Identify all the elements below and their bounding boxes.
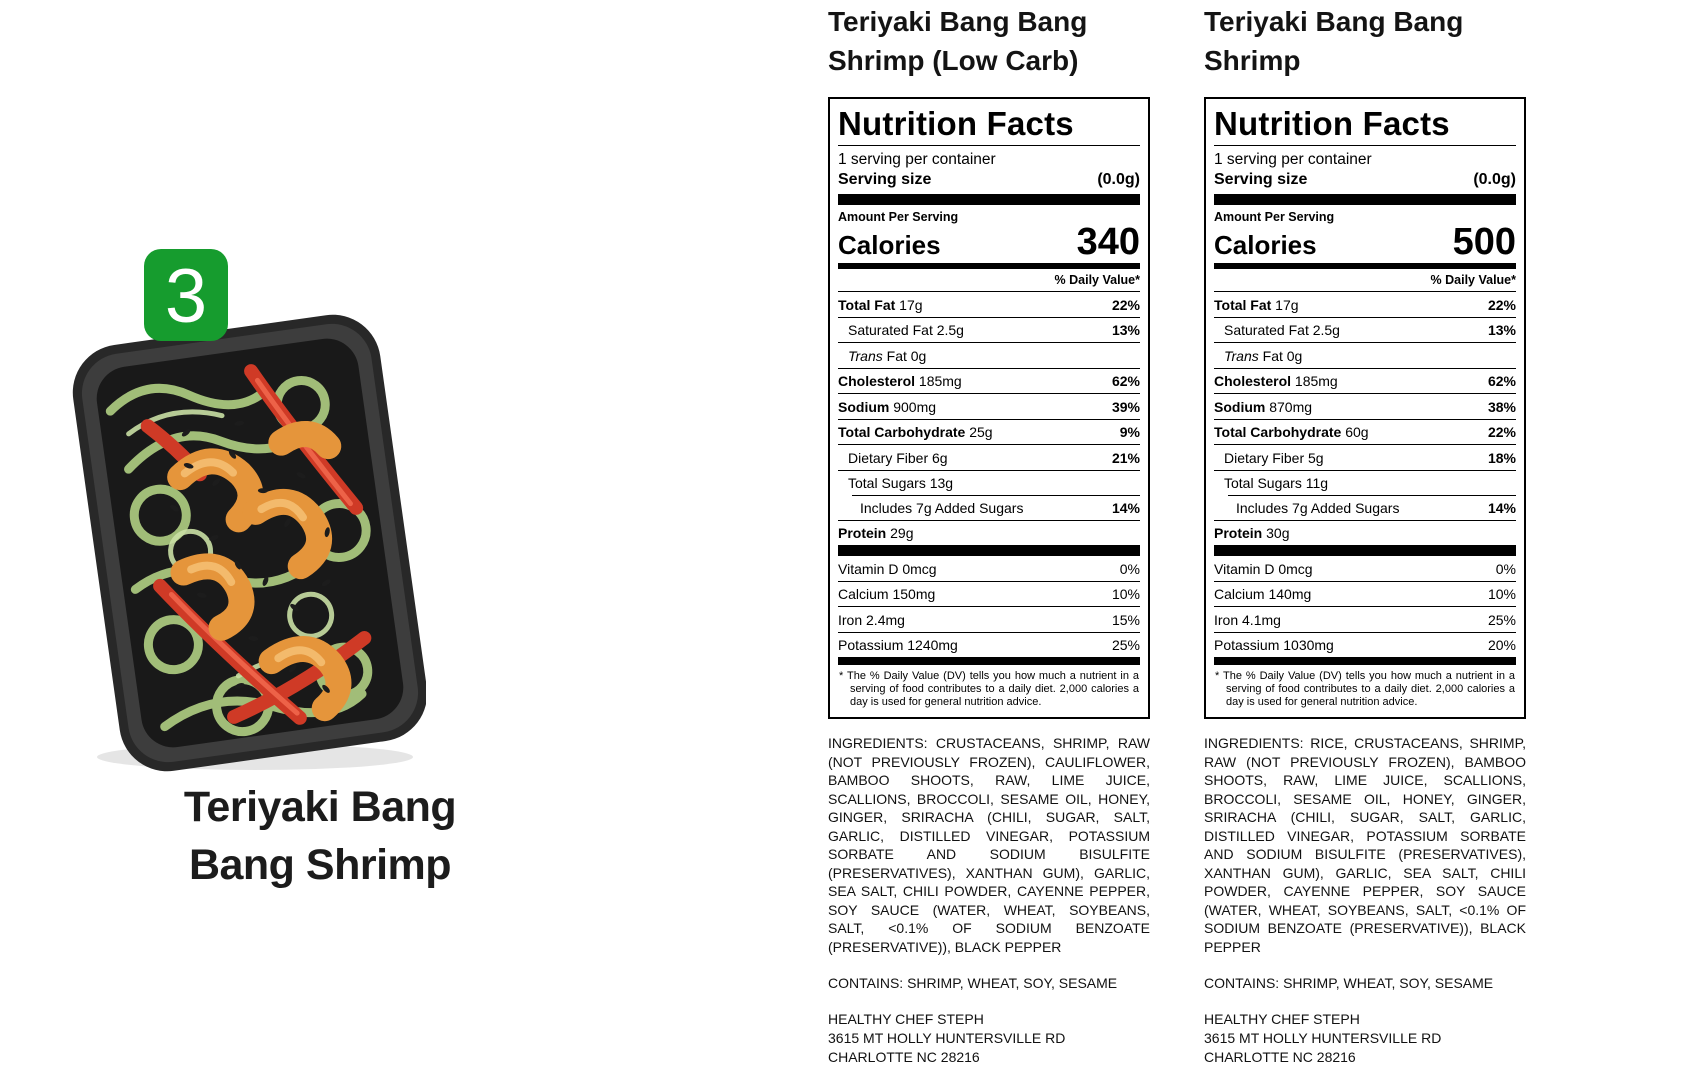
calories-label: Calories	[838, 230, 941, 260]
servings-per-container: 1 serving per container	[1214, 151, 1372, 168]
serving-size-label: Serving size	[838, 171, 932, 188]
nutrition-facts-title: Nutrition Facts	[838, 105, 1140, 146]
amount-per-serving: Amount Per Serving	[838, 210, 959, 224]
producer-city: CHARLOTTE NC 28216	[828, 1049, 980, 1065]
nutrient-row: Protein 30g	[1214, 519, 1516, 546]
nutrient-row: Trans Fat 0g	[838, 342, 1140, 368]
nutrition-facts-title: Nutrition Facts	[1214, 105, 1516, 146]
serving-size-row: Serving size (0.0g)	[838, 169, 1140, 194]
calories-value: 500	[1452, 221, 1516, 263]
nutrient-row: Sodium 900mg 39%	[838, 393, 1140, 419]
vitamin-row: Iron 2.4mg 15%	[838, 606, 1140, 632]
producer-city: CHARLOTTE NC 28216	[1204, 1049, 1356, 1065]
divider-thick	[838, 194, 1140, 205]
producer-address: HEALTHY CHEF STEPH 3615 MT HOLLY HUNTERS…	[828, 1010, 1150, 1067]
nutrition-facts-box: Nutrition Facts 1 serving per container …	[1204, 97, 1526, 719]
allergen-statement: CONTAINS: SHRIMP, WHEAT, SOY, SESAME	[1204, 975, 1494, 991]
nutrient-row: Sodium 870mg 38%	[1214, 393, 1516, 419]
serving-size-label: Serving size	[1214, 171, 1308, 188]
nutrient-row: Cholesterol 185mg 62%	[1214, 367, 1516, 394]
nutrition-facts-box: Nutrition Facts 1 serving per container …	[828, 97, 1150, 719]
nutrient-row: Trans Fat 0g	[1214, 342, 1516, 368]
meal-title-line2: Bang Shrimp	[188, 841, 452, 889]
nutrient-row: Dietary Fiber 6g 21%	[838, 444, 1140, 470]
nutrient-row: Saturated Fat 2.5g 13%	[838, 316, 1140, 343]
nutrient-row: Saturated Fat 2.5g 13%	[1214, 316, 1516, 343]
meal-title: Teriyaki Bang Bang Shrimp	[110, 778, 530, 894]
nutrition-column-regular: Teriyaki Bang Bang Shrimp Nutrition Fact…	[1204, 0, 1526, 1067]
producer-address: HEALTHY CHEF STEPH 3615 MT HOLLY HUNTERS…	[1204, 1010, 1526, 1067]
nutrient-row: Total Fat 17g 22%	[838, 291, 1140, 317]
divider-thick	[1214, 657, 1516, 665]
servings-per-container: 1 serving per container	[838, 151, 996, 168]
meal-photo-illustration: 3	[72, 249, 428, 772]
daily-value-footnote: * The % Daily Value (DV) tells you how m…	[1215, 670, 1515, 708]
divider-thick	[838, 545, 1140, 556]
producer-street: 3615 MT HOLLY HUNTERSVILLE RD	[828, 1030, 1066, 1046]
nutrient-row: Protein 29g	[838, 519, 1140, 546]
allergen-statement: CONTAINS: SHRIMP, WHEAT, SOY, SESAME	[828, 975, 1118, 991]
vitamin-row: Vitamin D 0mcg 0%	[1214, 560, 1516, 577]
calories-row: Calories 340	[838, 222, 1140, 263]
svg-text:3: 3	[165, 254, 207, 339]
ingredients-text: INGREDIENTS: RICE, CRUSTACEANS, SHRIMP, …	[1204, 735, 1526, 955]
calories-label: Calories	[1214, 230, 1317, 260]
divider-medium	[1214, 263, 1516, 269]
calories-value: 340	[1076, 221, 1140, 263]
label-heading: Teriyaki Bang Bang Shrimp	[1204, 2, 1526, 80]
serving-size-row: Serving size (0.0g)	[1214, 169, 1516, 194]
daily-value-footnote: * The % Daily Value (DV) tells you how m…	[839, 670, 1139, 708]
nutrition-column-low-carb: Teriyaki Bang Bang Shrimp (Low Carb) Nut…	[828, 0, 1150, 1067]
vitamin-row: Potassium 1030mg 20%	[1214, 631, 1516, 658]
label-heading: Teriyaki Bang Bang Shrimp (Low Carb)	[828, 2, 1150, 80]
divider-thick	[1214, 194, 1516, 205]
daily-value-header: % Daily Value*	[1054, 273, 1140, 287]
producer-name: HEALTHY CHEF STEPH	[1204, 1011, 1360, 1027]
meal-number-badge: 3	[144, 249, 228, 341]
vitamin-row: Calcium 150mg 10%	[838, 580, 1140, 607]
nutrient-row: Includes 7g Added Sugars 14%	[1214, 495, 1516, 520]
serving-size-value: (0.0g)	[1473, 171, 1516, 188]
label-heading-line1: Teriyaki Bang Bang	[1204, 6, 1464, 37]
vitamin-row: Calcium 140mg 10%	[1214, 580, 1516, 607]
daily-value-header: % Daily Value*	[1430, 273, 1516, 287]
calories-row: Calories 500	[1214, 222, 1516, 263]
vitamin-row: Iron 4.1mg 25%	[1214, 606, 1516, 632]
nutrient-row: Total Carbohydrate 60g 22%	[1214, 418, 1516, 445]
nutrient-row: Cholesterol 185mg 62%	[838, 367, 1140, 394]
meal-photo: 3	[70, 243, 428, 773]
label-heading-line2: Shrimp (Low Carb)	[828, 45, 1079, 76]
producer-street: 3615 MT HOLLY HUNTERSVILLE RD	[1204, 1030, 1442, 1046]
divider-thick	[1214, 545, 1516, 556]
divider-thick	[838, 657, 1140, 665]
producer-name: HEALTHY CHEF STEPH	[828, 1011, 984, 1027]
ingredients-text: INGREDIENTS: CRUSTACEANS, SHRIMP, RAW (N…	[828, 735, 1150, 955]
label-heading-line1: Teriyaki Bang Bang	[828, 6, 1088, 37]
nutrient-row: Total Carbohydrate 25g 9%	[838, 418, 1140, 445]
nutrient-row: Total Sugars 11g	[1214, 469, 1516, 496]
vitamin-row: Vitamin D 0mcg 0%	[838, 560, 1140, 577]
amount-per-serving: Amount Per Serving	[1214, 210, 1335, 224]
nutrient-row: Includes 7g Added Sugars 14%	[838, 495, 1140, 520]
nutrient-row: Total Fat 17g 22%	[1214, 291, 1516, 317]
meal-title-line1: Teriyaki Bang	[183, 783, 457, 831]
divider-medium	[838, 263, 1140, 269]
nutrient-row: Total Sugars 13g	[838, 469, 1140, 496]
vitamin-row: Potassium 1240mg 25%	[838, 631, 1140, 658]
serving-size-value: (0.0g)	[1097, 171, 1140, 188]
label-heading-line2: Shrimp	[1204, 45, 1301, 76]
nutrient-row: Dietary Fiber 5g 18%	[1214, 444, 1516, 470]
